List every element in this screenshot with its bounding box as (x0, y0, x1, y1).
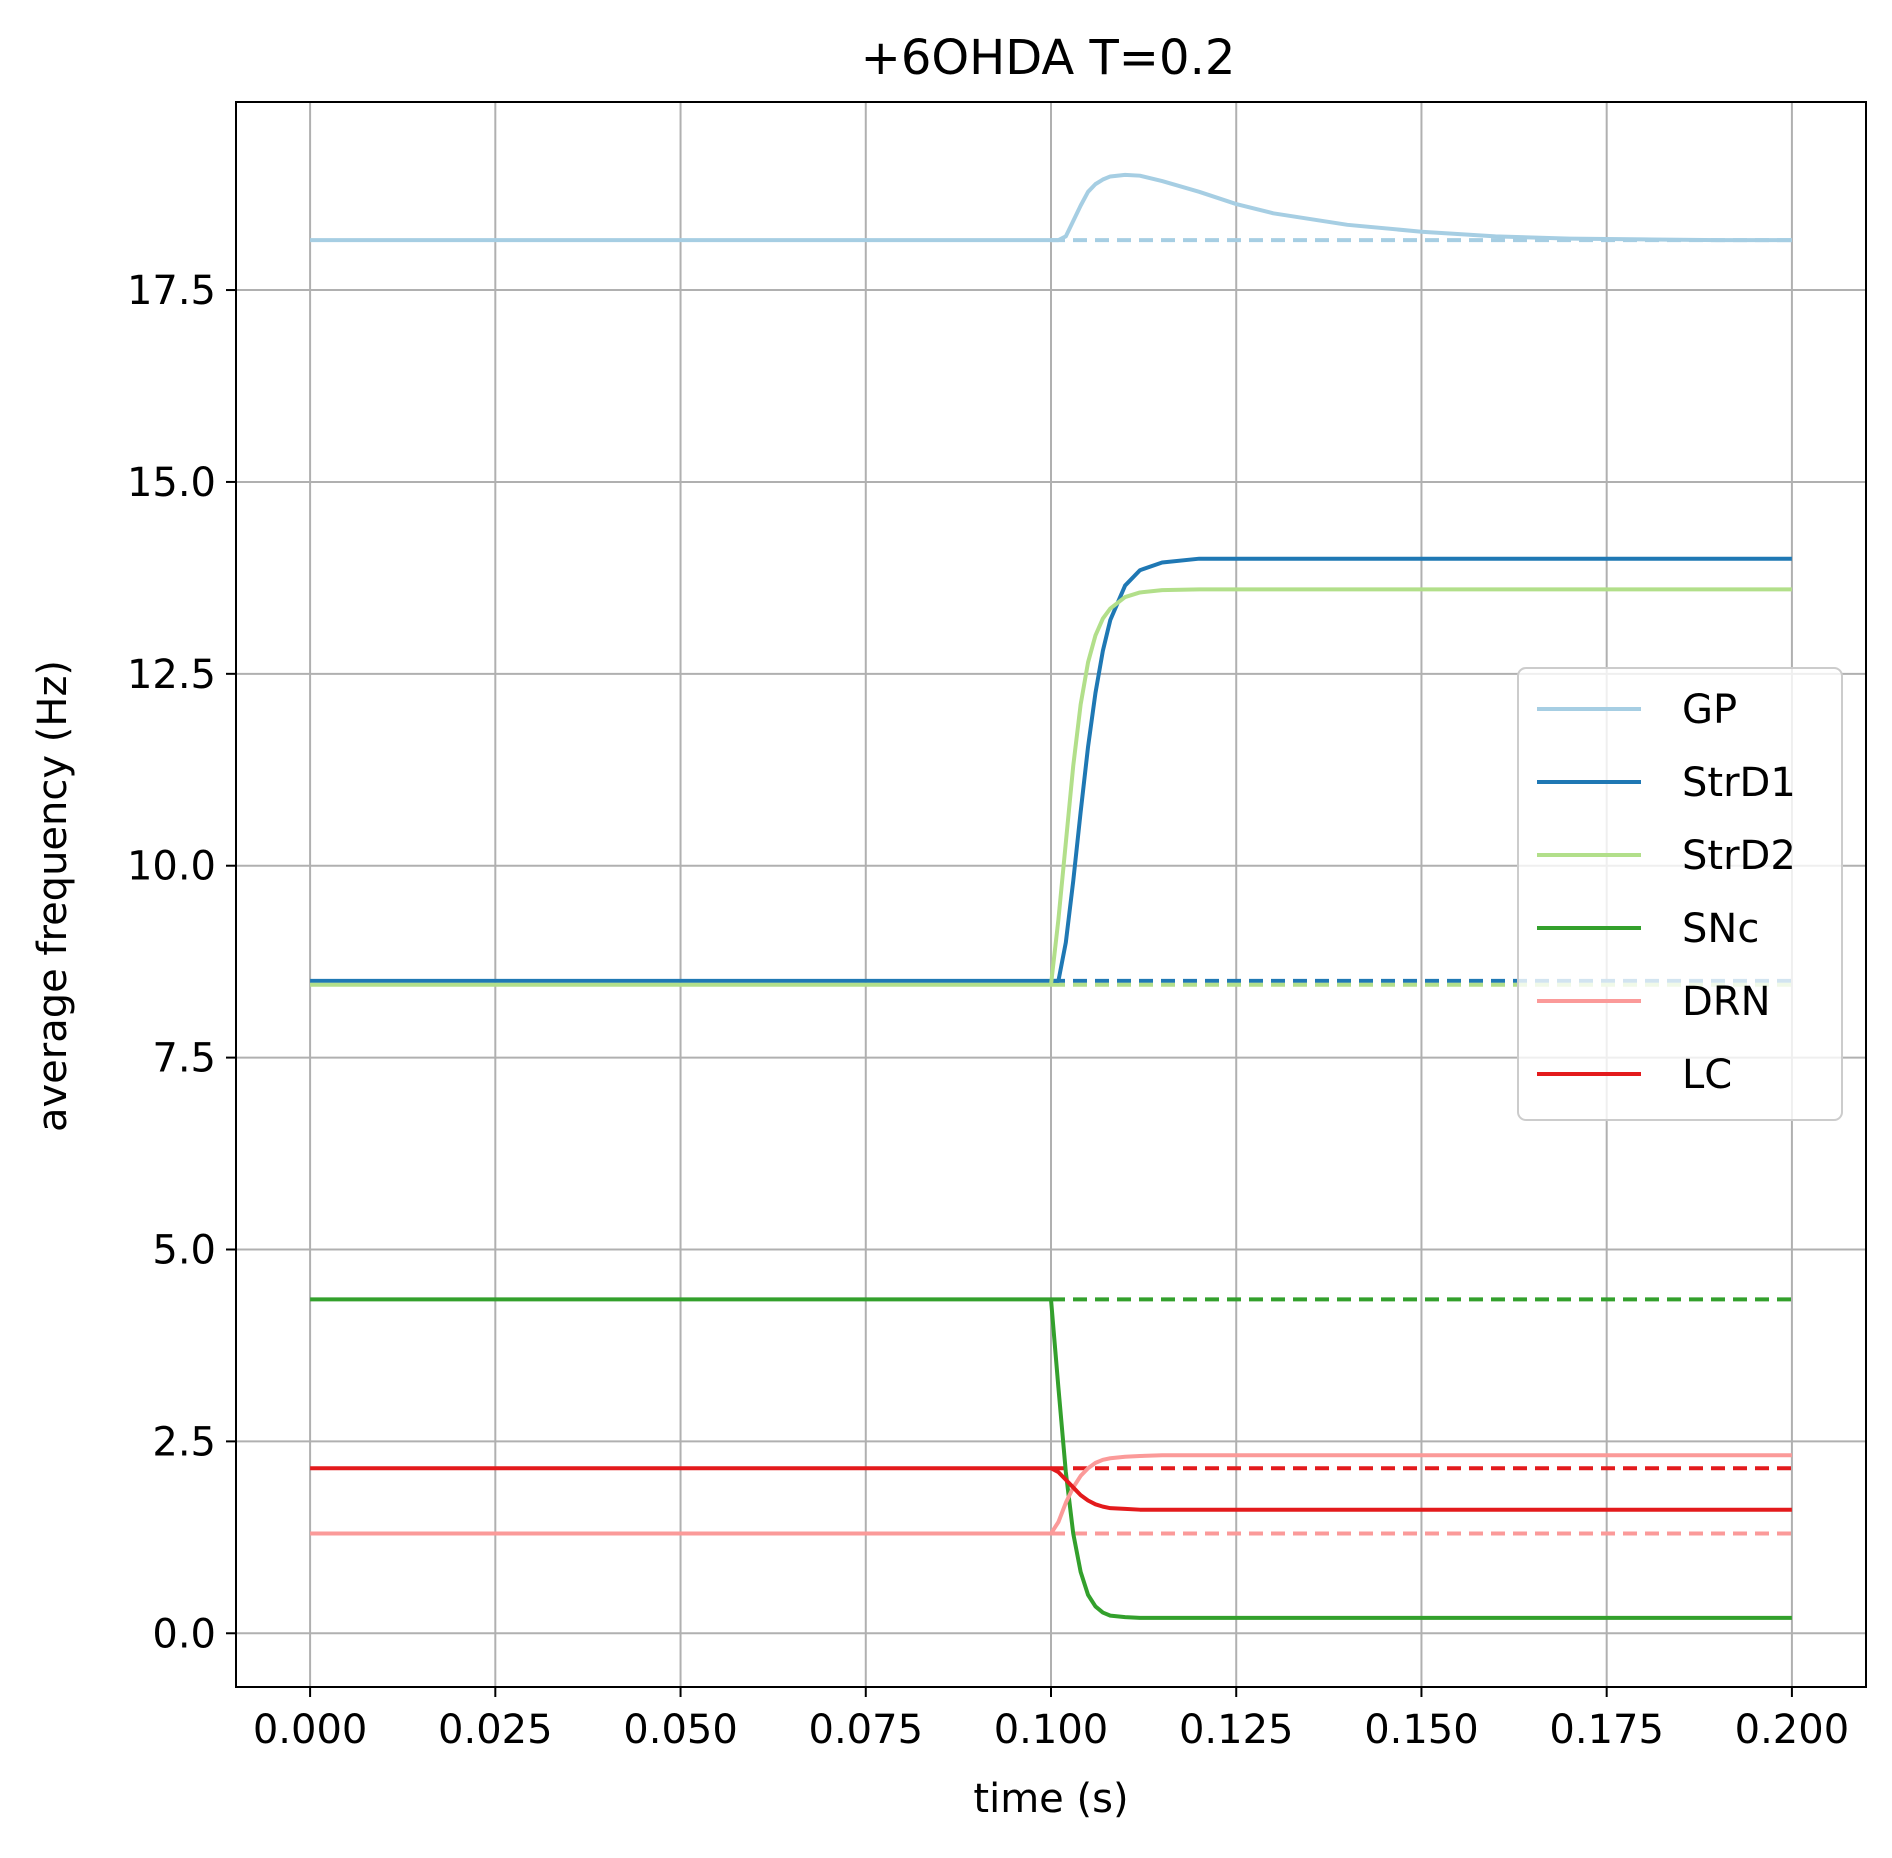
y-tick-label: 2.5 (152, 1419, 216, 1465)
y-tick-label: 0.0 (152, 1611, 216, 1657)
series-line-strd1 (310, 556, 1792, 983)
y-axis-title: average frequency (Hz) (30, 660, 76, 1132)
legend-label-gp: GP (1682, 687, 1737, 733)
legend-box (1517, 667, 1843, 1121)
y-axis-ticks: 0.0 2.5 5.0 7.5 10.0 12.5 15.0 17.5 (127, 268, 236, 1657)
legend: GP StrD1 StrD2 SNc DRN LC (1517, 667, 1843, 1121)
legend-label-drn: DRN (1682, 979, 1771, 1025)
chart-title: +6OHDA T=0.2 (861, 30, 1236, 86)
x-axis-ticks: 0.000 0.025 0.050 0.075 0.100 0.125 0.150 0.175… (253, 1687, 1849, 1753)
series-line-drn (310, 1453, 1792, 1536)
y-tick-label: 7.5 (152, 1036, 216, 1082)
series-line-lc (310, 1466, 1792, 1512)
y-tick-label: 15.0 (127, 460, 216, 506)
x-tick-label: 0.000 (253, 1707, 368, 1753)
series-line-gp (310, 172, 1792, 243)
y-tick-label: 10.0 (127, 844, 216, 890)
x-tick-label: 0.175 (1549, 1707, 1664, 1753)
x-tick-label: 0.075 (809, 1707, 924, 1753)
series-line-snc (310, 1297, 1792, 1620)
y-tick-label: 5.0 (152, 1227, 216, 1273)
y-tick-label: 12.5 (127, 652, 216, 698)
x-tick-label: 0.100 (994, 1707, 1109, 1753)
x-tick-label: 0.125 (1179, 1707, 1294, 1753)
legend-label-strd1: StrD1 (1682, 760, 1796, 806)
x-tick-label: 0.050 (623, 1707, 738, 1753)
x-axis-title: time (s) (973, 1776, 1128, 1822)
legend-label-lc: LC (1682, 1052, 1732, 1098)
series-lines (310, 172, 1792, 1620)
series-line-strd2 (310, 587, 1792, 987)
legend-label-snc: SNc (1682, 906, 1759, 952)
x-tick-label: 0.025 (438, 1707, 553, 1753)
y-tick-label: 17.5 (127, 268, 216, 314)
x-tick-label: 0.150 (1364, 1707, 1479, 1753)
legend-label-strd2: StrD2 (1682, 833, 1796, 879)
x-tick-label: 0.200 (1735, 1707, 1850, 1753)
grid-lines (236, 102, 1866, 1687)
